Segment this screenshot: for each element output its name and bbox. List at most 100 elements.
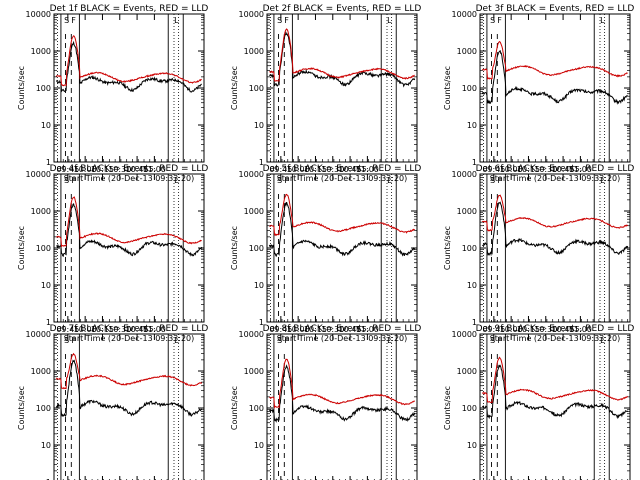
series-lld-line: [481, 40, 628, 81]
y-axis-label: Counts/sec: [17, 386, 26, 430]
flag-l: L: [387, 176, 392, 185]
x-tick-label: 09:45: [269, 325, 292, 334]
x-tick-label: 10:00: [500, 325, 523, 334]
series-lld-line: [269, 358, 416, 409]
x-tick-label: 10:00: [74, 325, 97, 334]
y-axis-label: Counts/sec: [443, 386, 452, 430]
y-tick-label: 1: [46, 478, 51, 480]
x-tick-label: 10:30: [321, 165, 344, 174]
x-axis-label: Start Time (20-Dec-13 09:33:20): [277, 174, 408, 183]
flag-l: L: [174, 336, 179, 345]
series-lld-line: [481, 194, 629, 232]
flag-l: L: [600, 176, 605, 185]
y-tick-label: 10000: [26, 330, 51, 339]
series-events-line: [55, 40, 202, 93]
y-tick-label: 1000: [244, 47, 264, 56]
series-events-line: [268, 364, 416, 423]
panel-title: Det 3f BLACK = Events, RED = LLD: [476, 4, 635, 14]
x-tick-label: 11:00: [356, 325, 379, 334]
panel-7: Det 7f BLACK = Events, RED = LLD 1 10 100 10…: [17, 324, 208, 480]
y-tick-label: 100: [462, 404, 477, 413]
y-tick-label: 10: [254, 441, 264, 450]
panel-title: Det 2f BLACK = Events, RED = LLD: [263, 4, 422, 14]
series-events-line: [268, 31, 416, 88]
series-events-line: [481, 49, 628, 105]
x-tick-label: 10:00: [500, 165, 523, 174]
x-tick-label: 11:00: [356, 165, 379, 174]
panel-title: Det 8f BLACK = Events, RED = LLD: [263, 324, 422, 334]
y-tick-label: 1: [472, 158, 477, 167]
y-tick-label: 1000: [244, 207, 264, 216]
x-tick-label: 11:00: [569, 325, 592, 334]
y-tick-label: 100: [36, 84, 51, 93]
x-tick-label: 11:00: [569, 165, 592, 174]
x-tick-label: 11:00: [143, 325, 166, 334]
series-events-line: [482, 201, 629, 257]
y-tick-label: 10000: [239, 330, 264, 339]
flag-f: F: [71, 176, 76, 185]
x-tick-label: 10:15: [304, 165, 327, 174]
x-axis-label: Start Time (20-Dec-13 09:33:20): [490, 334, 621, 343]
plot-frame: [53, 13, 205, 163]
y-tick-label: 10000: [239, 170, 264, 179]
flag-f: F: [497, 176, 502, 185]
y-axis-label: Counts/sec: [17, 226, 26, 270]
flag-s: S: [64, 176, 69, 185]
y-axis-label: Counts/sec: [230, 66, 239, 110]
x-tick-label: 09:45: [269, 165, 292, 174]
x-axis-label: Start Time (20-Dec-13 09:33:20): [64, 174, 195, 183]
panel-title: Det 6f BLACK = Events, RED = LLD: [476, 164, 635, 174]
panel-title: Det 1f BLACK = Events, RED = LLD: [50, 4, 209, 14]
y-tick-label: 100: [249, 84, 264, 93]
flag-l: L: [174, 176, 179, 185]
y-axis-label: Counts/sec: [443, 226, 452, 270]
flag-f: F: [497, 16, 502, 25]
x-tick-label: 09:45: [482, 325, 505, 334]
panel-3: Det 3f BLACK = Events, RED = LLD 1 10 100 10…: [443, 4, 634, 183]
x-tick-label: 10:00: [287, 325, 310, 334]
series-events-line: [55, 359, 202, 417]
x-tick-label: 10:15: [304, 325, 327, 334]
x-tick-label: 10:30: [534, 325, 557, 334]
y-axis-label: Counts/sec: [230, 386, 239, 430]
y-tick-label: 1: [259, 318, 264, 327]
x-tick-label: 09:45: [482, 165, 505, 174]
panel-6: Det 6f BLACK = Events, RED = LLD 1 10 100 10…: [443, 164, 634, 343]
flag-f: F: [284, 336, 289, 345]
panel-title: Det 5f BLACK = Events, RED = LLD: [263, 164, 422, 174]
plot-frame: [479, 173, 631, 323]
y-axis-label: Counts/sec: [443, 66, 452, 110]
y-tick-label: 100: [249, 244, 264, 253]
y-tick-label: 10000: [239, 10, 264, 19]
x-tick-label: 10:30: [534, 165, 557, 174]
flag-l: L: [600, 336, 605, 345]
panel-5: Det 5f BLACK = Events, RED = LLD 1 10 100 10…: [230, 164, 421, 343]
y-tick-label: 10: [467, 441, 477, 450]
y-tick-label: 100: [462, 84, 477, 93]
panel-2: Det 2f BLACK = Events, RED = LLD 1 10 100 10…: [230, 4, 421, 183]
plot-frame: [53, 173, 205, 323]
y-tick-label: 10: [467, 281, 477, 290]
y-tick-label: 1000: [31, 207, 51, 216]
flag-s: S: [277, 16, 282, 25]
plot-frame: [479, 13, 631, 163]
x-tick-label: 10:45: [339, 325, 362, 334]
flag-l: L: [600, 16, 605, 25]
y-axis-label: Counts/sec: [230, 226, 239, 270]
flag-f: F: [497, 336, 502, 345]
y-tick-label: 10000: [452, 330, 477, 339]
y-tick-label: 1: [472, 478, 477, 480]
x-axis-label: Start Time (20-Dec-13 09:33:20): [490, 174, 621, 183]
y-tick-label: 10: [41, 441, 51, 450]
x-tick-label: 10:15: [91, 165, 114, 174]
panel-8: Det 8f BLACK = Events, RED = LLD 1 10 100 10…: [230, 324, 421, 480]
x-tick-label: 10:15: [91, 325, 114, 334]
x-tick-label: 10:45: [126, 325, 149, 334]
flag-f: F: [71, 336, 76, 345]
x-tick-label: 10:30: [108, 165, 131, 174]
flag-l: L: [387, 16, 392, 25]
x-tick-label: 10:45: [126, 165, 149, 174]
x-tick-label: 09:45: [56, 165, 79, 174]
panel-title: Det 4f BLACK = Events, RED = LLD: [50, 164, 209, 174]
series-lld-line: [481, 356, 628, 404]
